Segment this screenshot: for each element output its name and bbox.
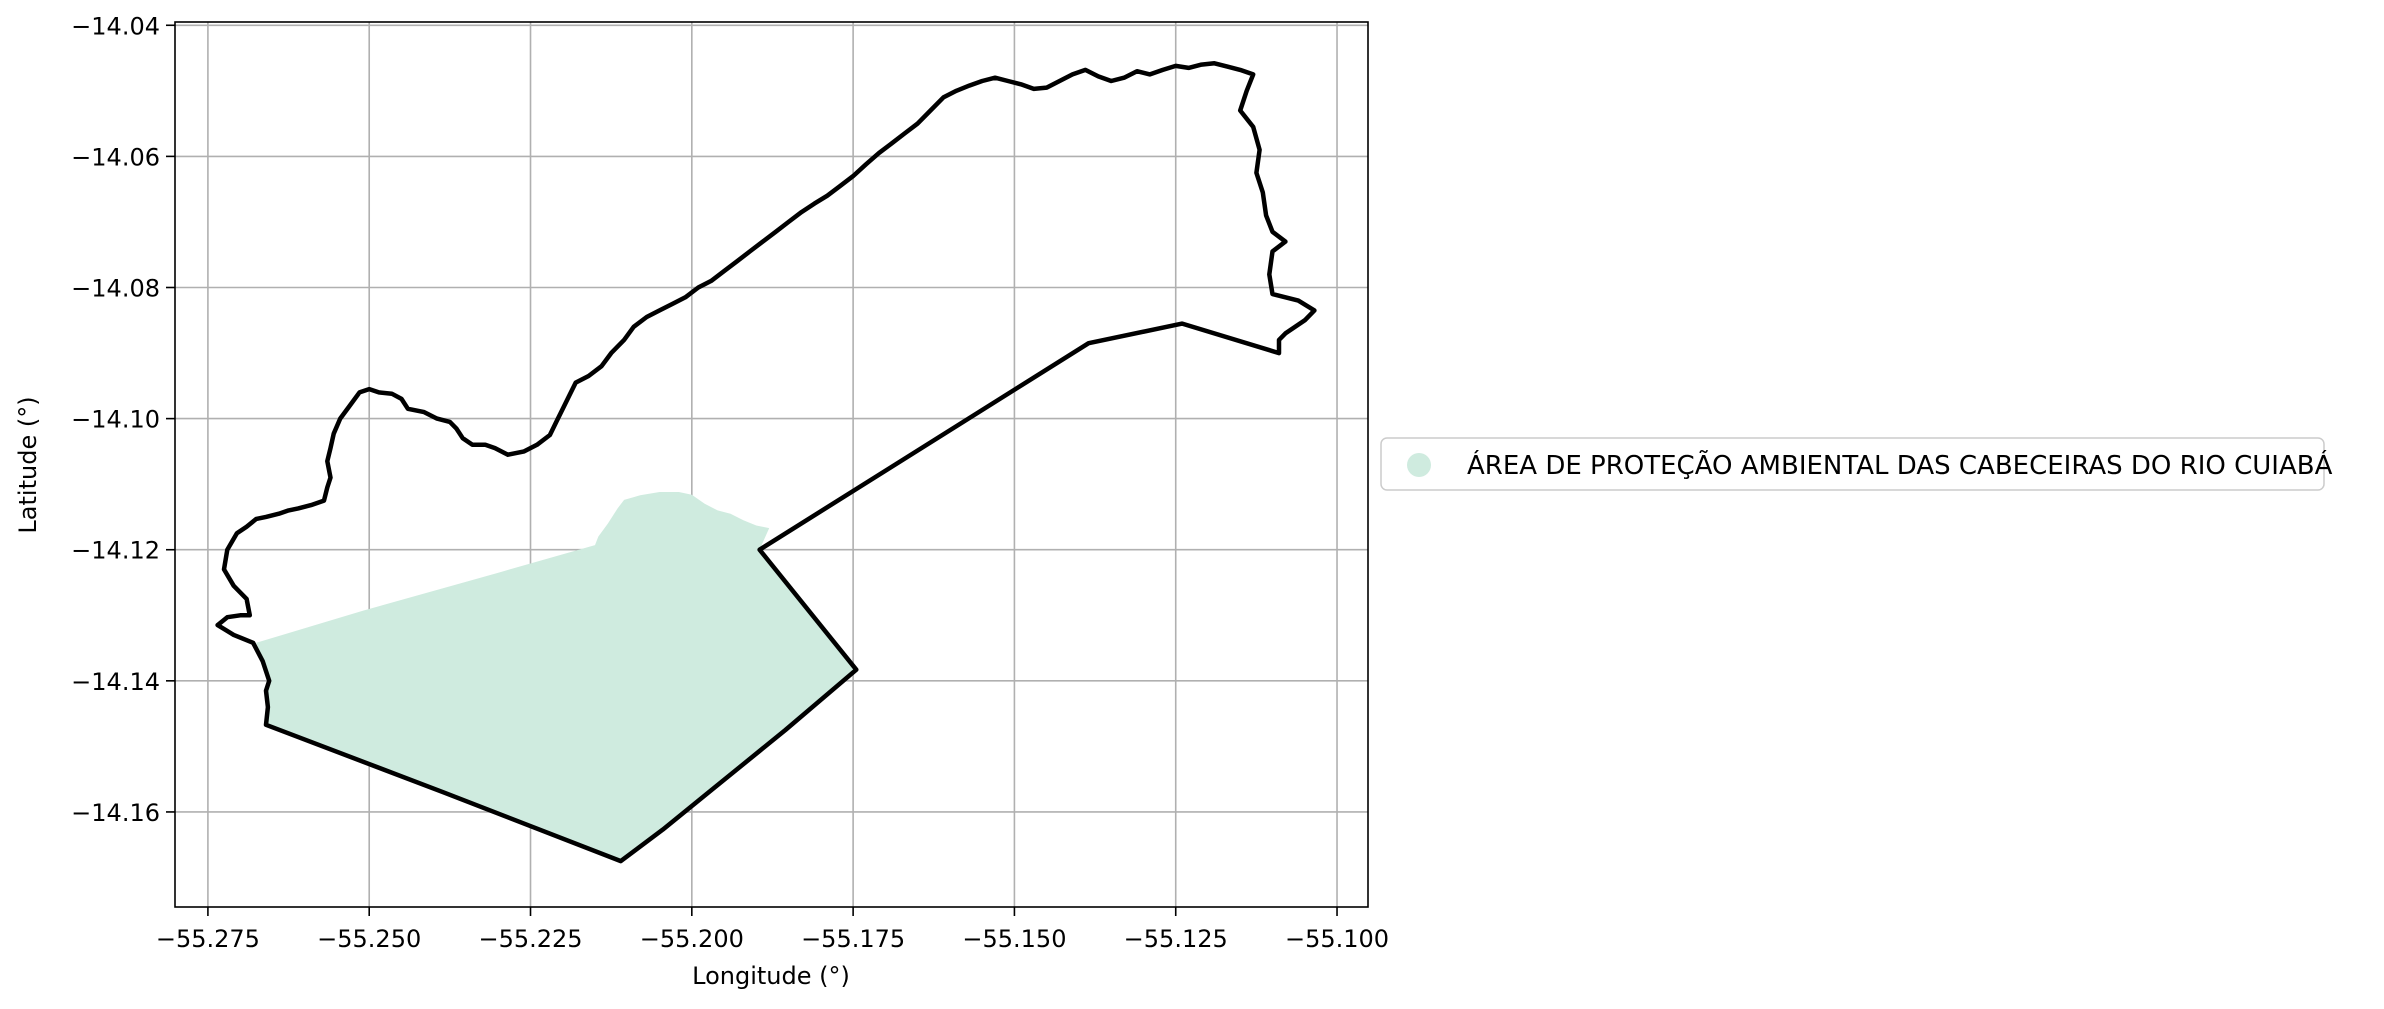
y-tick-label: −14.04 <box>71 12 160 40</box>
y-tick-label: −14.06 <box>71 143 160 171</box>
y-tick-label: −14.12 <box>71 537 160 565</box>
legend-box <box>1380 437 2325 491</box>
y-axis-label: Latitude (°) <box>14 396 42 533</box>
protected-area-polygon <box>256 492 857 862</box>
x-tick-label: −55.250 <box>317 925 421 953</box>
x-tick-label: −55.150 <box>962 925 1066 953</box>
x-tick-label: −55.200 <box>640 925 744 953</box>
x-axis-label: Longitude (°) <box>692 962 850 990</box>
x-tick-label: −55.125 <box>1124 925 1228 953</box>
x-axis: −55.275 −55.250 −55.225 −55.200 −55.175 −55.1… <box>156 907 1389 953</box>
plot-frame <box>174 21 1369 908</box>
x-tick-label: −55.225 <box>478 925 582 953</box>
grid-lines <box>175 22 1368 907</box>
y-tick-label: −14.16 <box>71 799 160 827</box>
legend: ÁREA DE PROTEÇÃO AMBIENTAL DAS CABECEIRA… <box>1380 437 2333 491</box>
y-tick-label: −14.10 <box>71 406 160 434</box>
y-tick-label: −14.14 <box>71 668 160 696</box>
boundary-outline <box>215 61 1317 864</box>
y-tick-label: −14.08 <box>71 275 160 303</box>
x-tick-label: −55.275 <box>156 925 260 953</box>
x-tick-label: −55.175 <box>801 925 905 953</box>
y-axis: −14.04 −14.06 −14.08 −14.10 −14.12 −14.14 −14.… <box>71 12 175 827</box>
legend-marker <box>1407 453 1431 477</box>
x-tick-label: −55.100 <box>1285 925 1389 953</box>
protected-area-layer <box>256 492 857 862</box>
boundary-outline-layer <box>215 61 1317 864</box>
legend-label: ÁREA DE PROTEÇÃO AMBIENTAL DAS CABECEIRA… <box>1467 449 2333 481</box>
